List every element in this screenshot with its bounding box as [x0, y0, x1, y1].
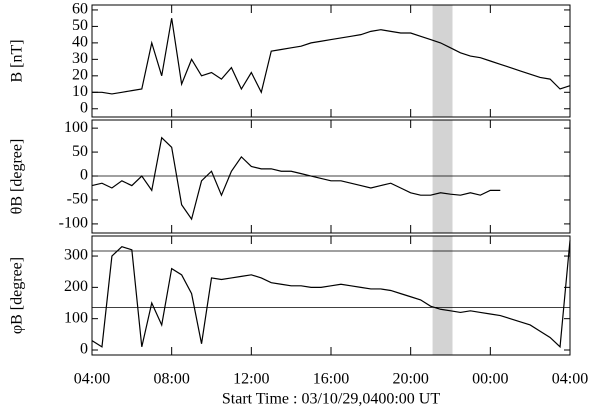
- data-line: [91, 240, 571, 349]
- x-tick-label: 16:00: [313, 371, 349, 388]
- y-axis-label: θB [degree]: [9, 139, 26, 215]
- y-tick-label: 50: [72, 17, 88, 34]
- panel-frame: [91, 119, 571, 234]
- x-tick-label: 12:00: [233, 371, 269, 388]
- y-tick-label: 20: [72, 66, 88, 83]
- shaded-interval: [432, 236, 453, 355]
- y-tick-label: 10: [72, 83, 88, 100]
- data-line: [92, 18, 571, 95]
- y-tick-label: 60: [72, 1, 88, 18]
- y-tick-label: 100: [64, 119, 88, 136]
- y-tick-label: 0: [80, 167, 88, 184]
- x-tick-label: 20:00: [392, 371, 428, 388]
- y-tick-label: 0: [80, 341, 88, 358]
- x-tick-label: 00:00: [472, 371, 508, 388]
- y-axis-label: B [nT]: [9, 39, 26, 82]
- y-tick-label: 0: [80, 99, 88, 116]
- shaded-interval: [432, 120, 453, 233]
- shaded-interval: [432, 5, 453, 117]
- y-tick-label: 100: [64, 309, 88, 326]
- y-tick-label: 300: [64, 247, 88, 264]
- x-tick-label: 04:00: [552, 371, 588, 388]
- y-tick-label: 30: [72, 50, 88, 67]
- x-axis-label: Start Time : 03/10/29,0400:00 UT: [222, 391, 440, 408]
- y-tick-label: 200: [64, 278, 88, 295]
- y-axis-label: φB [degree]: [9, 257, 26, 334]
- y-tick-label: 50: [72, 143, 88, 160]
- data-line: [91, 136, 501, 221]
- x-tick-label: 08:00: [153, 371, 189, 388]
- y-tick-label: 40: [72, 34, 88, 51]
- x-tick-label: 04:00: [74, 371, 110, 388]
- panel-frame: [91, 235, 571, 356]
- y-tick-label: -50: [67, 191, 88, 208]
- y-tick-label: -100: [59, 215, 88, 232]
